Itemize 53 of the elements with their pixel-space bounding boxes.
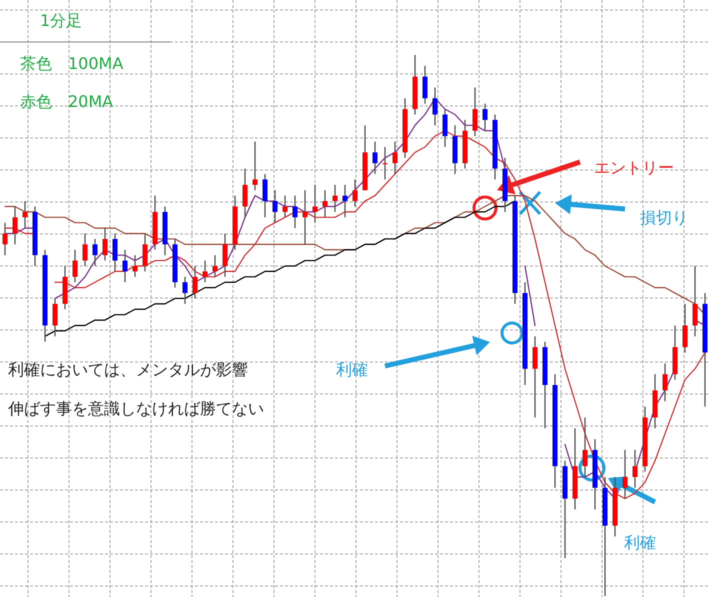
candlestick — [212, 254, 218, 278]
candlestick — [22, 200, 28, 229]
candlestick — [622, 449, 628, 500]
candlestick — [632, 449, 638, 488]
candlestick — [122, 249, 128, 283]
candlestick — [342, 184, 348, 218]
candlestick — [422, 65, 428, 104]
candlestick — [312, 184, 318, 224]
candlestick — [282, 195, 288, 218]
candlestick — [82, 232, 88, 267]
candlestick — [52, 298, 58, 337]
candlestick — [472, 86, 478, 137]
candlestick — [372, 140, 378, 175]
candlestick — [302, 190, 308, 245]
annotation: 利確 — [624, 533, 656, 552]
candlestick — [532, 336, 538, 418]
candlestick — [102, 227, 108, 262]
candlestick — [682, 303, 688, 354]
annotation: 損切り — [640, 208, 688, 227]
candlestick — [662, 362, 668, 402]
candlestick — [112, 232, 118, 272]
candlestick — [262, 173, 268, 218]
candlestick — [242, 168, 248, 218]
candlestick — [142, 232, 148, 272]
candlestick — [202, 260, 208, 283]
annotation: 伸ばす事を意識しなければ勝てない — [7, 399, 264, 418]
candlestick — [382, 146, 388, 180]
candlestick — [72, 249, 78, 283]
candlestick — [442, 108, 448, 148]
candlestick — [182, 276, 188, 305]
candlestick — [192, 265, 198, 300]
candlestick — [12, 206, 18, 245]
candlestick — [482, 103, 488, 132]
annotation: エントリー — [594, 158, 674, 177]
candlestick — [432, 86, 438, 126]
annotation: 茶色 100MA — [20, 54, 124, 73]
candlestick — [132, 254, 138, 278]
candlestick — [322, 190, 328, 218]
candlestick — [332, 184, 338, 213]
candlestick — [352, 178, 358, 208]
candlestick — [582, 416, 588, 478]
candlestick — [252, 140, 258, 191]
candlestick — [692, 265, 698, 337]
candlestick — [222, 232, 228, 278]
annotation: 利確 — [336, 360, 368, 379]
candlestick — [92, 238, 98, 267]
annotation: 赤色 20MA — [20, 92, 114, 111]
text: 1分足 — [40, 11, 82, 30]
candlestick — [272, 190, 278, 224]
candlestick — [292, 195, 298, 229]
candlestick — [392, 140, 398, 175]
candlestick — [2, 222, 8, 256]
annotation: 利確においては、メンタルが影響 — [8, 360, 248, 379]
